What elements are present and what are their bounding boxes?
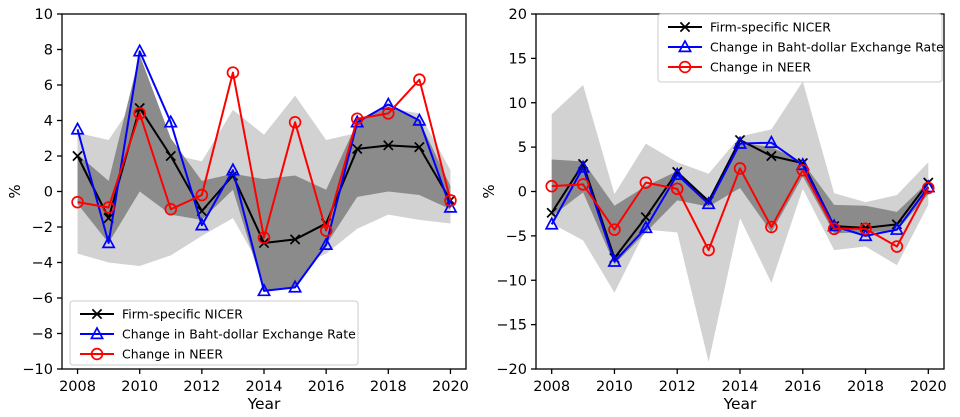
shaded-bands (551, 81, 929, 362)
y-tick-label: −15 (496, 318, 527, 334)
y-axis-label: % (6, 184, 24, 198)
x-axis-label: Year (247, 395, 281, 413)
legend-entry-label: Firm-specific NICER (710, 20, 831, 35)
series-line (76, 50, 452, 292)
x-tick-label: 2014 (722, 379, 759, 395)
y-tick-label: 0 (518, 185, 527, 201)
x-axis-ticks: 2008 2010 2012 2014 2016 2018 2020 (59, 369, 469, 395)
x-axis-ticks: 2008 2010 2012 2014 2016 2018 2020 (533, 369, 947, 395)
y-tick-label: −20 (496, 362, 527, 378)
legend-entry-label: Change in Baht-dollar Exchange Rate (122, 327, 356, 342)
legend-entry-label: Change in Baht-dollar Exchange Rate (710, 40, 944, 55)
x-tick-label: 2008 (533, 379, 570, 395)
outer-percentile-band (551, 81, 929, 362)
x-tick-label: 2012 (659, 379, 696, 395)
x-tick-label: 2020 (910, 379, 947, 395)
x-axis-label: Year (723, 395, 757, 413)
y-tick-label: −6 (32, 291, 53, 307)
series-circle (71, 66, 457, 244)
y-axis-ticks: −10 −8 −6 −4 −2 0 2 4 6 8 10 (22, 7, 62, 378)
x-tick-label: 2012 (183, 379, 220, 395)
y-tick-label: −10 (22, 362, 53, 378)
x-tick-label: 2016 (308, 379, 345, 395)
y-tick-label: −2 (32, 220, 53, 236)
y-tick-label: 10 (509, 96, 527, 112)
y-tick-label: −10 (496, 273, 527, 289)
x-tick-label: 2008 (59, 379, 96, 395)
y-tick-label: 6 (44, 78, 53, 94)
y-tick-label: 4 (44, 114, 53, 130)
y-tick-label: 20 (509, 7, 527, 23)
x-tick-label: 2016 (784, 379, 821, 395)
legend-entry-label: Change in NEER (122, 347, 223, 362)
x-tick-label: 2020 (432, 379, 469, 395)
inner-percentile-band (551, 142, 929, 265)
legend-entry-label: Change in NEER (710, 60, 811, 75)
series-triangle (70, 43, 458, 297)
legend-entry-label: Firm-specific NICER (122, 307, 243, 322)
chart-right-container: −20 −15 −10 −5 0 5 10 15 20 2008 2010 2012 2014 2016 2… (480, 0, 960, 417)
y-axis-ticks: −20 −15 −10 −5 0 5 10 15 20 (496, 7, 536, 378)
series-triangle (544, 134, 936, 267)
y-tick-label: −8 (32, 327, 53, 343)
y-tick-label: 8 (44, 43, 53, 59)
legend-box (657, 13, 943, 83)
chart-left-container: −10 −8 −6 −4 −2 0 2 4 6 8 10 2008 2010 2012 2014 2016 20… (6, 7, 469, 413)
y-tick-label: −4 (32, 256, 53, 272)
series-line (550, 141, 930, 263)
y-tick-label: −5 (506, 229, 527, 245)
series-line (77, 71, 452, 239)
x-tick-label: 2018 (847, 379, 884, 395)
y-tick-label: 15 (509, 51, 527, 67)
x-tick-label: 2010 (596, 379, 633, 395)
x-tick-label: 2018 (370, 379, 407, 395)
legend-lower-left: Firm-specific NICER Change in Baht-dollar… (69, 300, 359, 366)
legend-box (69, 300, 359, 366)
legend-upper-right: Firm-specific NICER Change in Baht-dollar… (657, 13, 944, 83)
y-tick-label: 5 (518, 140, 527, 156)
y-tick-label: 10 (35, 7, 53, 23)
x-tick-label: 2014 (246, 379, 283, 395)
series-circle (545, 162, 935, 257)
y-tick-label: 2 (44, 149, 53, 165)
y-tick-label: 0 (44, 185, 53, 201)
x-tick-label: 2010 (121, 379, 158, 395)
y-axis-label: % (480, 184, 498, 198)
series-line (551, 167, 930, 252)
